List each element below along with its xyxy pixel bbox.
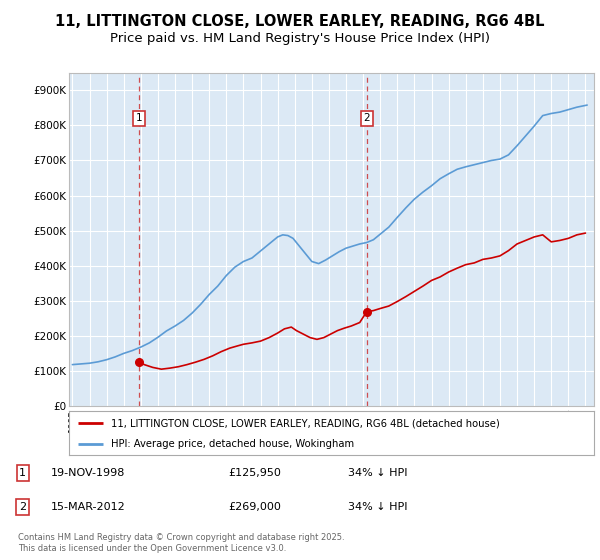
Text: £269,000: £269,000 bbox=[228, 502, 281, 512]
Text: 34% ↓ HPI: 34% ↓ HPI bbox=[348, 468, 407, 478]
Text: 19-NOV-1998: 19-NOV-1998 bbox=[51, 468, 125, 478]
Text: 11, LITTINGTON CLOSE, LOWER EARLEY, READING, RG6 4BL: 11, LITTINGTON CLOSE, LOWER EARLEY, READ… bbox=[55, 14, 545, 29]
Text: 1: 1 bbox=[19, 468, 26, 478]
Text: 34% ↓ HPI: 34% ↓ HPI bbox=[348, 502, 407, 512]
Text: HPI: Average price, detached house, Wokingham: HPI: Average price, detached house, Woki… bbox=[111, 439, 354, 449]
Text: Contains HM Land Registry data © Crown copyright and database right 2025.
This d: Contains HM Land Registry data © Crown c… bbox=[18, 533, 344, 553]
Text: 15-MAR-2012: 15-MAR-2012 bbox=[51, 502, 126, 512]
Text: 11, LITTINGTON CLOSE, LOWER EARLEY, READING, RG6 4BL (detached house): 11, LITTINGTON CLOSE, LOWER EARLEY, READ… bbox=[111, 418, 500, 428]
Text: 1: 1 bbox=[136, 113, 142, 123]
Text: Price paid vs. HM Land Registry's House Price Index (HPI): Price paid vs. HM Land Registry's House … bbox=[110, 32, 490, 45]
Text: 2: 2 bbox=[364, 113, 370, 123]
Text: 2: 2 bbox=[19, 502, 26, 512]
Text: £125,950: £125,950 bbox=[228, 468, 281, 478]
